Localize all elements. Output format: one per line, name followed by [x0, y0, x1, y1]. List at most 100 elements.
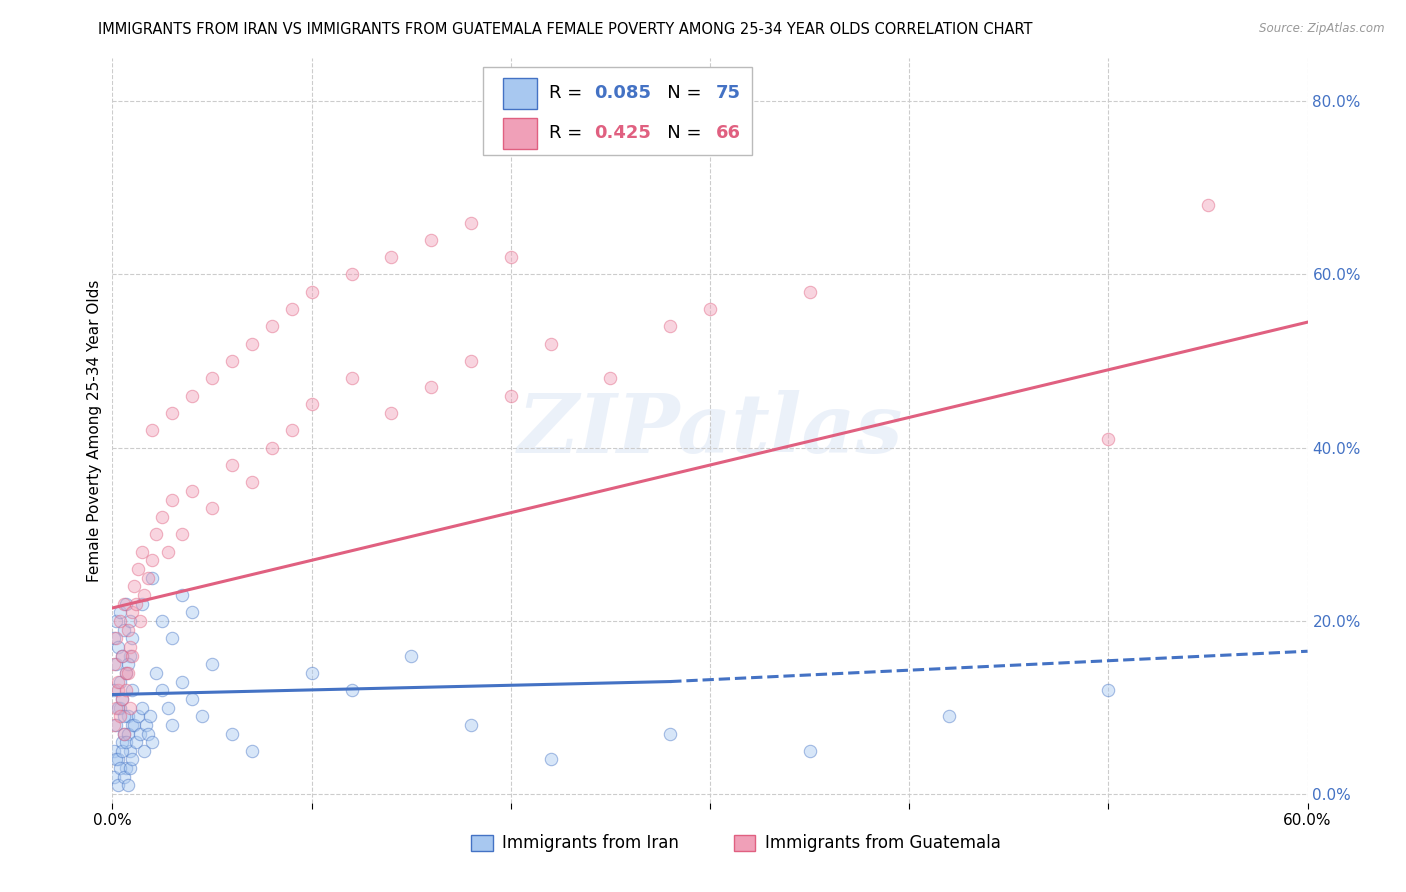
Point [181, 691, 204, 706]
Bar [734, 835, 755, 851]
Point [125, 735, 148, 749]
Point [138, 726, 160, 740]
Point [117, 779, 139, 793]
Point [659, 726, 682, 740]
Point [240, 744, 263, 758]
Point [240, 475, 263, 490]
Point [110, 605, 132, 619]
Text: Source: ZipAtlas.com: Source: ZipAtlas.com [1260, 22, 1385, 36]
Point [117, 709, 139, 723]
Bar [471, 835, 492, 851]
Point [141, 553, 163, 567]
Point [117, 726, 139, 740]
Point [110, 674, 132, 689]
Point [121, 752, 143, 766]
Point [181, 389, 204, 403]
Point [114, 597, 135, 611]
Point [157, 700, 180, 714]
Text: N =: N = [651, 124, 707, 143]
Point [145, 665, 167, 680]
Point [110, 761, 132, 775]
Point [240, 336, 263, 351]
Point [114, 726, 135, 740]
Point [121, 683, 143, 698]
Point [181, 605, 204, 619]
Point [120, 744, 142, 758]
Point [105, 632, 128, 646]
Point [120, 700, 142, 714]
Point [699, 302, 721, 317]
Point [301, 285, 323, 299]
Point [135, 718, 157, 732]
Point [127, 562, 149, 576]
Point [150, 614, 173, 628]
Point [659, 319, 682, 334]
Point [111, 691, 134, 706]
Point [110, 614, 132, 628]
Point [103, 718, 125, 732]
Point [540, 336, 562, 351]
Point [162, 406, 183, 420]
Point [162, 492, 183, 507]
Point [131, 597, 153, 611]
Point [141, 423, 163, 437]
Point [301, 665, 323, 680]
Point [938, 709, 960, 723]
Point [131, 544, 153, 558]
Point [111, 744, 134, 758]
Point [114, 623, 135, 637]
Point [420, 380, 443, 394]
Point [111, 648, 134, 663]
Y-axis label: Female Poverty Among 25-34 Year Olds: Female Poverty Among 25-34 Year Olds [87, 279, 103, 582]
Point [120, 761, 142, 775]
Point [420, 233, 443, 247]
Text: N =: N = [651, 84, 707, 103]
Point [340, 683, 363, 698]
Text: Immigrants from Iran: Immigrants from Iran [502, 834, 679, 852]
Text: 66: 66 [716, 124, 741, 143]
Point [1097, 432, 1119, 446]
Point [114, 709, 135, 723]
Point [141, 571, 163, 585]
Point [281, 423, 304, 437]
Point [201, 371, 224, 385]
Point [124, 718, 146, 732]
Point [120, 648, 142, 663]
Point [134, 588, 156, 602]
Point [172, 674, 194, 689]
Point [103, 744, 125, 758]
Text: 75: 75 [716, 84, 741, 103]
Point [380, 406, 402, 420]
Point [127, 709, 149, 723]
Point [110, 700, 132, 714]
Point [115, 665, 138, 680]
Point [121, 605, 143, 619]
Point [181, 483, 204, 498]
Point [115, 735, 138, 749]
Point [172, 588, 194, 602]
Point [499, 250, 522, 264]
Point [1097, 683, 1119, 698]
Point [340, 268, 363, 282]
Text: ZIPatlas: ZIPatlas [517, 391, 903, 470]
Point [150, 510, 173, 524]
Point [138, 571, 160, 585]
Point [105, 657, 128, 672]
Point [107, 674, 129, 689]
Point [162, 718, 183, 732]
Point [172, 527, 194, 541]
Point [117, 665, 139, 680]
Point [115, 665, 138, 680]
Point [121, 632, 143, 646]
Point [110, 709, 132, 723]
Point [540, 752, 562, 766]
Point [221, 458, 243, 472]
Point [117, 623, 139, 637]
Point [103, 632, 125, 646]
Point [105, 700, 128, 714]
Point [221, 726, 243, 740]
Point [281, 302, 304, 317]
Point [111, 735, 134, 749]
Text: Immigrants from Guatemala: Immigrants from Guatemala [765, 834, 1001, 852]
Point [107, 779, 129, 793]
